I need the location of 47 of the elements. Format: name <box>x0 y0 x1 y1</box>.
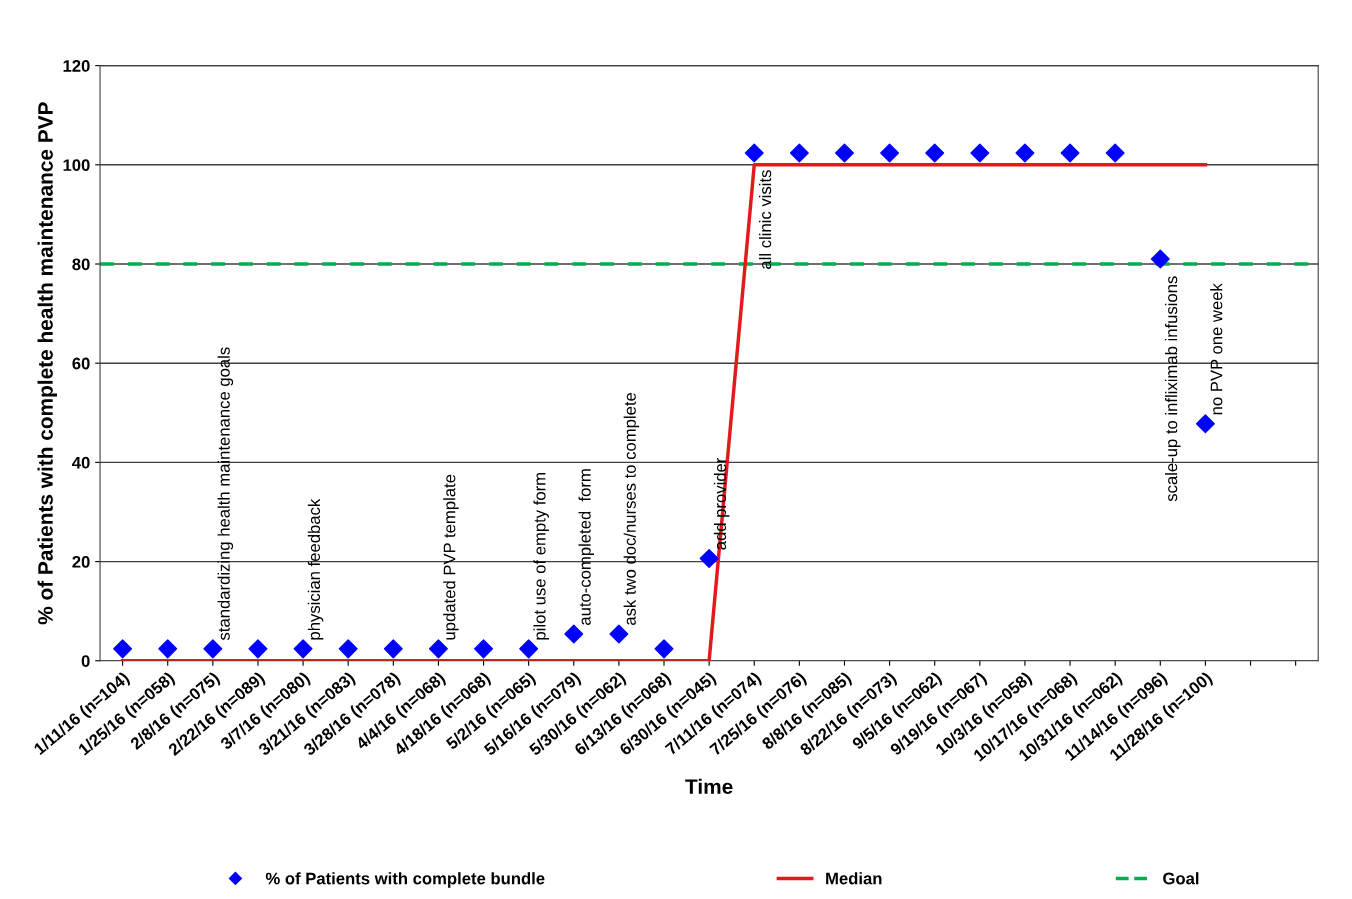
point <box>699 549 719 569</box>
y-tick-label: 120 <box>63 60 90 72</box>
annotation: no PVP one week <box>1210 283 1223 415</box>
y-tick-label: 40 <box>72 456 90 469</box>
point <box>654 639 674 659</box>
point <box>564 624 584 644</box>
point <box>113 639 133 659</box>
y-tick-label: 80 <box>72 258 90 271</box>
point <box>1015 143 1035 163</box>
annotation: add provider <box>713 457 730 550</box>
point <box>789 143 809 163</box>
point <box>1150 249 1170 269</box>
point <box>519 639 539 659</box>
x-axis-title: Time <box>685 778 733 795</box>
point <box>474 639 494 659</box>
point <box>1195 414 1215 434</box>
point <box>880 143 900 163</box>
point <box>970 143 990 163</box>
point <box>383 639 403 659</box>
point <box>338 639 358 659</box>
y-axis-title: % of Patients with complete health maintenance PVP <box>37 102 57 625</box>
point <box>158 639 178 659</box>
legend-label: Goal <box>1163 872 1199 885</box>
point <box>925 143 945 163</box>
annotation: updated PVP template <box>443 474 459 640</box>
point <box>744 143 764 163</box>
annotation: physician feedback <box>307 498 324 640</box>
y-tick-label: 20 <box>72 555 90 568</box>
y-tick-label: 100 <box>63 159 90 172</box>
point <box>203 639 223 659</box>
annotation: standardizing health maintenance goals <box>217 347 234 641</box>
point <box>428 639 448 659</box>
y-tick-label: 60 <box>72 357 90 370</box>
point <box>609 624 629 644</box>
y-tick-label: 0 <box>81 655 90 667</box>
point <box>293 639 313 659</box>
annotation: all clinic visits <box>758 170 772 269</box>
point <box>248 639 268 659</box>
annotation: ask two doc/nurses to complete <box>623 392 640 625</box>
point <box>1105 143 1125 163</box>
legend-label: Median <box>826 872 882 885</box>
annotation: auto-completed form <box>578 469 595 625</box>
annotation: scale-up to infliximab infusions <box>1165 276 1181 502</box>
annotation: pilot use of empty form <box>533 473 549 640</box>
legend-label: % of Patients with complete bundle <box>265 872 545 888</box>
point <box>834 143 854 163</box>
point <box>1060 143 1080 163</box>
